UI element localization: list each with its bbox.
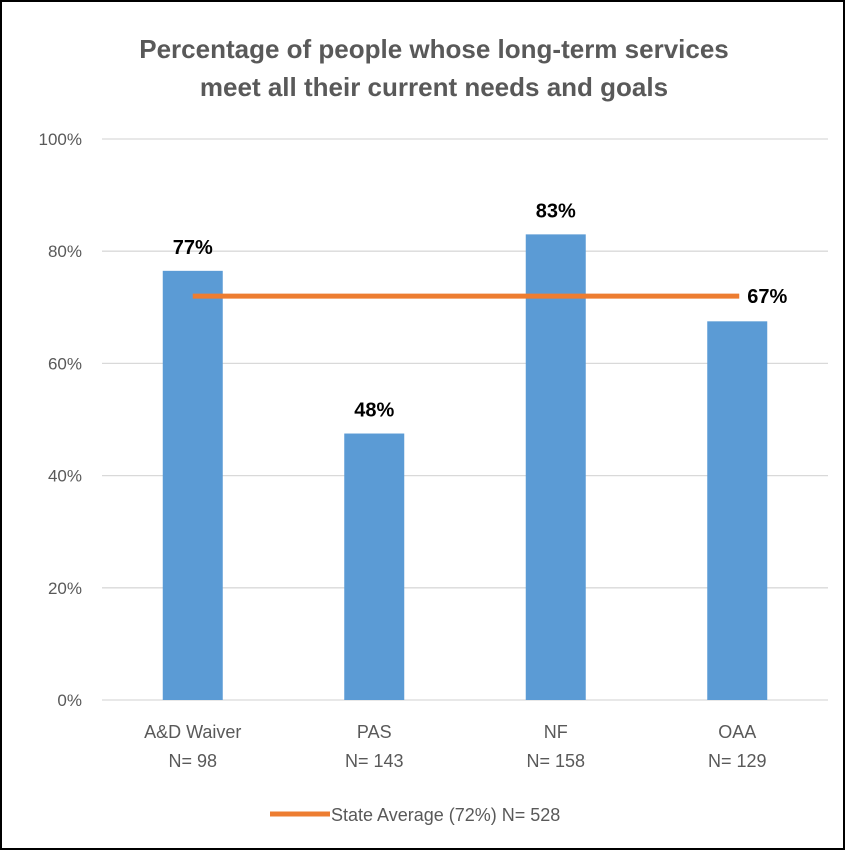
data-label: 67%	[747, 286, 787, 308]
bar	[707, 321, 768, 700]
y-tick-label: 100%	[39, 130, 82, 149]
bars	[162, 234, 768, 700]
x-category-sublabel: N= 158	[526, 751, 585, 771]
chart-title: Percentage of people whose long-term ser…	[139, 34, 729, 102]
y-tick-label: 80%	[48, 242, 82, 261]
y-tick-label: 0%	[57, 691, 82, 710]
x-category-sublabel: N= 143	[345, 751, 404, 771]
x-category-sublabel: N= 129	[708, 751, 767, 771]
x-category-label: OAA	[718, 722, 756, 742]
chart-title-line-2: meet all their current needs and goals	[200, 72, 668, 102]
y-axis-ticks: 0% 20% 40% 60% 80% 100%	[39, 130, 82, 710]
data-label: 83%	[536, 200, 576, 222]
y-tick-label: 40%	[48, 467, 82, 486]
gridlines	[102, 138, 828, 701]
x-category-label: NF	[544, 722, 568, 742]
x-category-label: PAS	[357, 722, 392, 742]
data-label: 77%	[173, 237, 213, 259]
legend-label: State Average (72%) N= 528	[331, 805, 560, 825]
chart-title-line-1: Percentage of people whose long-term ser…	[139, 34, 729, 64]
x-category-label: A&D Waiver	[144, 722, 241, 742]
bar	[162, 270, 223, 700]
bar	[344, 433, 405, 700]
x-category-sublabel: N= 98	[168, 751, 217, 771]
y-tick-label: 60%	[48, 354, 82, 373]
data-labels: 77% 48% 83% 67%	[173, 200, 788, 421]
y-tick-label: 20%	[48, 579, 82, 598]
legend: State Average (72%) N= 528	[270, 805, 560, 825]
x-axis-categories: A&D Waiver N= 98 PAS N= 143 NF N= 158 OAA N= 12…	[144, 722, 766, 771]
data-label: 48%	[354, 400, 394, 422]
bar	[525, 234, 586, 700]
